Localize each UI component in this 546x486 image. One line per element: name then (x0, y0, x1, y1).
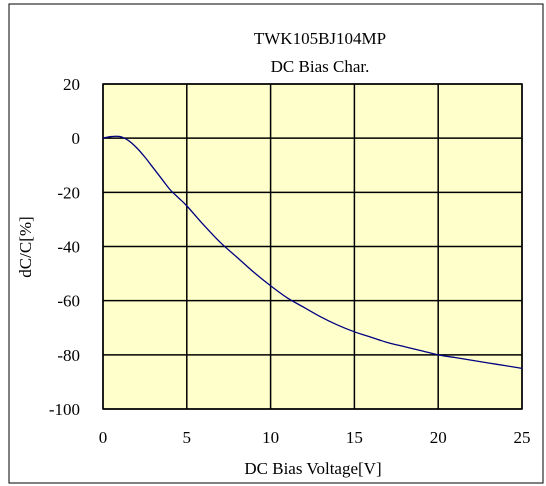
y-tick-label: -80 (57, 346, 80, 365)
y-tick-label: 0 (72, 129, 81, 148)
x-tick-label: 15 (346, 428, 363, 447)
x-tick-label: 25 (514, 428, 531, 447)
y-tick-label: -60 (57, 292, 80, 311)
x-tick-label: 20 (430, 428, 447, 447)
y-tick-label: -40 (57, 238, 80, 257)
x-tick-label: 10 (262, 428, 279, 447)
chart-subtitle: DC Bias Char. (271, 57, 370, 76)
x-tick-label: 5 (183, 428, 192, 447)
y-tick-label: -100 (49, 400, 80, 419)
y-tick-labels: 20 0 -20 -40 -60 -80 -100 (49, 75, 80, 419)
y-tick-label: 20 (63, 75, 80, 94)
x-tick-label: 0 (99, 428, 108, 447)
series-line (102, 135, 523, 370)
y-axis-title: dC/C[%] (16, 216, 35, 277)
x-tick-labels: 0 5 10 15 20 25 (99, 428, 531, 447)
chart-title: TWK105BJ104MP (254, 29, 386, 48)
x-axis-title: DC Bias Voltage[V] (244, 459, 381, 478)
plot-frame (102, 83, 523, 410)
y-tick-label: -20 (57, 183, 80, 202)
